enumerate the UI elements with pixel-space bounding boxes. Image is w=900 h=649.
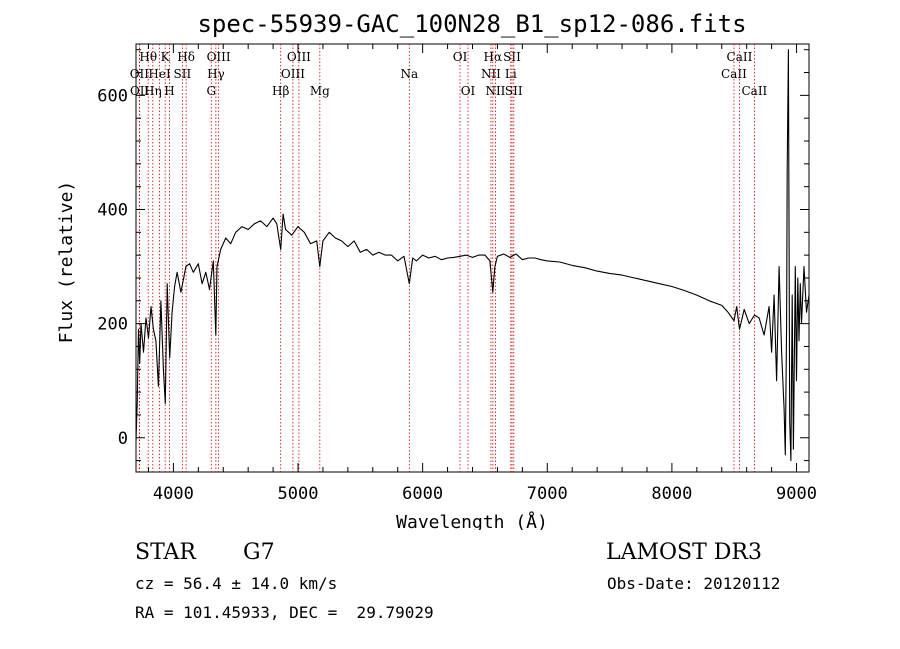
- line-label: OII: [130, 84, 150, 98]
- line-label: OI: [461, 84, 476, 98]
- line-label: Hγ: [207, 67, 225, 81]
- line-label: Hδ: [177, 50, 195, 64]
- line-label: CaII: [721, 67, 747, 81]
- x-tick-label: 6000: [402, 484, 443, 504]
- y-tick-label: 0: [118, 429, 128, 449]
- line-label: Mg: [310, 84, 330, 98]
- redshift-readout: cz = 56.4 ± 14.0 km/s: [135, 574, 338, 593]
- line-label: SII: [505, 84, 523, 98]
- line-label: OIII: [281, 67, 305, 81]
- x-tick-label: 7000: [527, 484, 568, 504]
- line-label: OII: [130, 67, 150, 81]
- x-tick-label: 5000: [278, 484, 319, 504]
- y-axis-label: Flux (relative): [56, 181, 77, 344]
- object-subclass: G7: [243, 540, 275, 565]
- line-label: Hβ: [272, 84, 289, 98]
- chart-title: spec-55939-GAC_100N28_B1_sp12-086.fits: [197, 10, 746, 38]
- line-label: NII: [481, 67, 501, 81]
- object-type: STAR: [135, 540, 196, 565]
- x-axis-label: Wavelength (Å): [396, 511, 548, 530]
- line-label: H: [164, 84, 174, 98]
- line-label: Hθ: [139, 50, 157, 64]
- plot-area: OIIOIIHθHηHeIKHSIIHδGHγOIIIHβOIIIOIIIMgN…: [97, 43, 817, 504]
- x-tick-label: 8000: [651, 484, 692, 504]
- line-label: Hη: [144, 84, 162, 98]
- y-tick-label: 400: [97, 200, 128, 220]
- line-label: NII: [485, 84, 505, 98]
- x-tick-label: 9000: [776, 484, 817, 504]
- line-label: HeI: [148, 67, 171, 81]
- line-label: Hα: [484, 50, 503, 64]
- line-label: K: [161, 50, 171, 64]
- spectrum-chart: spec-55939-GAC_100N28_B1_sp12-086.fits O…: [56, 10, 817, 530]
- line-label: SII: [503, 50, 521, 64]
- line-label: G: [206, 84, 216, 98]
- x-tick-label: 4000: [153, 484, 194, 504]
- line-label: CaII: [727, 50, 753, 64]
- line-label: Na: [400, 67, 418, 81]
- y-tick-label: 200: [97, 315, 128, 335]
- line-label: CaII: [741, 84, 767, 98]
- line-label: OIII: [287, 50, 311, 64]
- spectrum-line: [135, 49, 810, 462]
- survey-name: LAMOST DR3: [606, 540, 762, 565]
- line-label: OIII: [207, 50, 231, 64]
- line-label: SII: [174, 67, 192, 81]
- line-label: OI: [453, 50, 468, 64]
- coordinates: RA = 101.45933, DEC = 29.79029: [135, 603, 434, 622]
- y-tick-label: 600: [97, 86, 128, 106]
- line-label: Li: [505, 67, 517, 81]
- plot-frame: [135, 43, 810, 473]
- obs-date: Obs-Date: 20120112: [607, 574, 781, 593]
